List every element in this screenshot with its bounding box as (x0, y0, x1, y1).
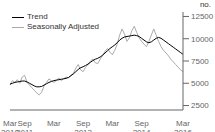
svg-text:Mar: Mar (105, 119, 119, 128)
svg-text:Sep2013: Sep2013 (74, 119, 92, 132)
svg-text:Mar: Mar (47, 119, 61, 128)
svg-text:5000: 5000 (191, 79, 207, 88)
svg-text:Sep2014: Sep2014 (133, 119, 151, 132)
svg-text:Sep2011: Sep2011 (16, 119, 34, 132)
html-text:Trend: Trend (27, 12, 48, 21)
svg-text:7500: 7500 (191, 57, 207, 66)
svg-text:10000: 10000 (191, 35, 207, 44)
svg-text:Mar2016: Mar2016 (174, 119, 192, 132)
html-text:no.: no. (199, 0, 211, 9)
html-text:Seasonally Adjusted: Seasonally Adjusted (27, 22, 100, 31)
svg-text:12500: 12500 (191, 12, 207, 21)
svg-text:2500: 2500 (191, 101, 207, 110)
